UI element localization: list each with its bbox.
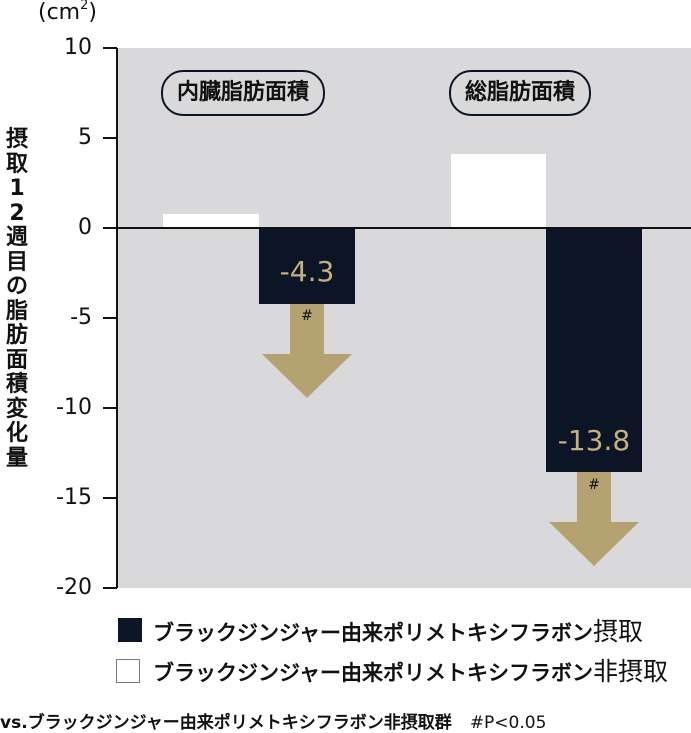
down-arrow-icon <box>262 304 352 398</box>
y-tick <box>103 587 117 589</box>
footnote-text: vs.ブラックジンジャー由来ポリメトキシフラボン非摂取群 <box>0 713 452 733</box>
significance-mark-total: # <box>588 477 600 493</box>
y-tick-label: 0 <box>78 215 92 240</box>
y-tick-label: -20 <box>56 575 92 600</box>
legend-non-intake-suffix: 非摂取 <box>592 657 668 686</box>
bar-total-non-intake <box>451 154 546 228</box>
y-tick <box>103 227 117 229</box>
value-label-visceral: -4.3 <box>279 255 335 288</box>
y-tick <box>103 137 117 139</box>
group-label-total: 総脂肪面積 <box>449 70 592 116</box>
down-arrow-icon <box>549 472 639 566</box>
y-tick-label: -15 <box>56 485 92 510</box>
legend-swatch-non-intake <box>116 659 140 683</box>
unit-text: (cm <box>38 0 81 25</box>
bar-visceral-non-intake <box>163 214 259 228</box>
y-axis-label: 摂取12週目の脂肪面積変化量 <box>5 127 28 471</box>
y-tick <box>103 317 117 319</box>
zero-line <box>117 227 691 229</box>
legend-non-intake-prefix: ブラックジンジャー由来ポリメトキシフラボン <box>153 661 593 685</box>
y-tick-label: 5 <box>78 125 92 150</box>
group-label-visceral: 内臓脂肪面積 <box>161 70 326 116</box>
y-tick <box>103 407 117 409</box>
unit-close: ) <box>88 0 97 25</box>
footnote-pvalue: #P<0.05 <box>469 713 547 733</box>
y-tick-label: -10 <box>56 395 92 420</box>
bar-total-intake <box>546 228 642 472</box>
legend-intake-suffix: 摂取 <box>592 617 643 646</box>
y-axis-line <box>116 48 118 588</box>
y-tick <box>103 47 117 49</box>
legend-intake-prefix: ブラックジンジャー由来ポリメトキシフラボン <box>153 621 593 645</box>
significance-mark-visceral: # <box>301 308 313 324</box>
bar-visceral-intake <box>259 228 355 304</box>
y-tick <box>103 497 117 499</box>
y-tick-label: 10 <box>64 35 92 60</box>
value-label-total: -13.8 <box>557 424 631 457</box>
legend-swatch-intake <box>118 618 142 642</box>
y-axis-unit: (cm2) <box>38 0 97 25</box>
unit-superscript: 2 <box>80 0 89 13</box>
legend-label-intake: ブラックジンジャー由来ポリメトキシフラボン摂取 <box>153 612 643 648</box>
footnote: vs.ブラックジンジャー由来ポリメトキシフラボン非摂取群 #P<0.05 <box>0 708 546 733</box>
legend-label-non-intake: ブラックジンジャー由来ポリメトキシフラボン非摂取 <box>153 652 668 688</box>
y-tick-label: -5 <box>70 305 92 330</box>
